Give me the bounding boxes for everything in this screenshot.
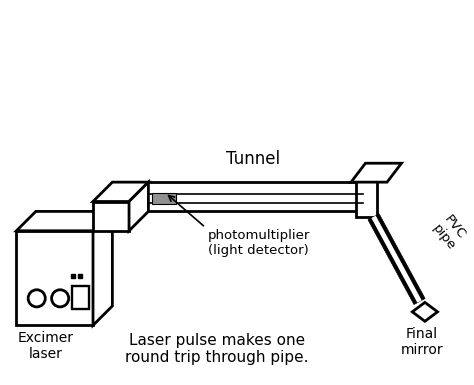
Polygon shape (17, 211, 112, 231)
Text: PVC
pipe: PVC pipe (429, 213, 469, 253)
Polygon shape (72, 286, 90, 309)
Polygon shape (93, 211, 112, 325)
Polygon shape (129, 182, 148, 231)
Polygon shape (93, 182, 148, 201)
Polygon shape (356, 177, 377, 217)
Polygon shape (372, 216, 422, 303)
Text: Excimer
laser: Excimer laser (18, 331, 74, 362)
Polygon shape (368, 214, 425, 305)
Polygon shape (152, 193, 176, 204)
Text: Laser pulse makes one
round trip through pipe.: Laser pulse makes one round trip through… (125, 333, 309, 365)
Text: Final
mirror: Final mirror (401, 327, 443, 357)
Polygon shape (412, 302, 438, 321)
Polygon shape (17, 231, 93, 325)
Polygon shape (351, 163, 401, 182)
Text: Tunnel: Tunnel (226, 150, 280, 168)
Polygon shape (93, 201, 129, 231)
Text: photomultiplier
(light detector): photomultiplier (light detector) (208, 229, 310, 258)
